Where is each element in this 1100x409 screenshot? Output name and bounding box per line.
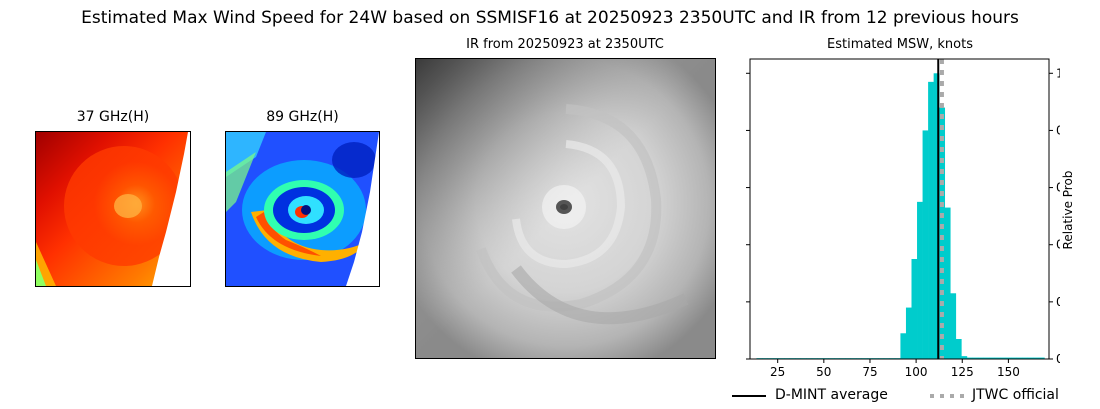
- ir-title: IR from 20250923 at 2350UTC: [466, 37, 664, 52]
- ghz37-title: 37 GHz(H): [76, 109, 150, 125]
- histogram-bar: [905, 307, 912, 359]
- histogram-bar: [972, 357, 979, 359]
- ghz89-image: [225, 131, 380, 287]
- histogram-bar: [1016, 357, 1023, 359]
- msw-histogram: 25 50 75 100 125 150 0.0 0.2 0.4 0.6 0.8 1.0: [746, 58, 1060, 379]
- x-tick-label: 100: [905, 365, 928, 379]
- histogram-bar: [950, 293, 957, 359]
- histogram-bar: [928, 81, 934, 359]
- ir-image: [415, 58, 716, 359]
- histogram-bar: [1000, 357, 1006, 359]
- y-tick-label: 0.4: [1056, 238, 1060, 252]
- legend-jtwc-swatch: [930, 394, 964, 398]
- histogram-bar: [939, 107, 946, 359]
- histogram-bar: [933, 73, 940, 360]
- y-tick-label: 0.0: [1056, 352, 1060, 366]
- histogram-bar: [1022, 357, 1029, 359]
- legend-jtwc-label: JTWC official: [972, 387, 1059, 403]
- histogram-bar: [955, 339, 962, 359]
- y-tick-label: 1.0: [1056, 66, 1060, 80]
- ghz37-image: [35, 131, 191, 287]
- main-title: Estimated Max Wind Speed for 24W based o…: [81, 8, 1019, 28]
- histogram-bar: [911, 259, 918, 359]
- reference-lines: [937, 59, 944, 359]
- histogram-bar: [983, 357, 990, 359]
- chart-title: Estimated MSW, knots: [827, 37, 973, 52]
- legend-dmint-label: D-MINT average: [775, 387, 888, 403]
- histogram-bar: [1011, 357, 1018, 359]
- histogram-bar: [922, 130, 929, 359]
- y-tick-label: 0.6: [1056, 181, 1060, 195]
- ghz89-title: 89 GHz(H): [266, 109, 339, 125]
- x-tick-label: 150: [997, 365, 1020, 379]
- x-tick-label: 25: [770, 365, 785, 379]
- y-axis: 0.0 0.2 0.4 0.6 0.8 1.0: [746, 66, 1060, 366]
- histogram-bar: [994, 357, 1001, 359]
- histogram-bar: [1005, 357, 1012, 359]
- plot-frame: [749, 58, 1050, 360]
- histogram-bar: [917, 201, 923, 359]
- histogram-bar: [977, 357, 984, 359]
- y-tick-label: 0.2: [1056, 295, 1060, 309]
- histogram-bar: [1038, 357, 1045, 359]
- chart-legend: D-MINT average JTWC official: [730, 386, 1090, 406]
- x-tick-label: 75: [862, 365, 877, 379]
- x-tick-label: 50: [816, 365, 831, 379]
- y-tick-label: 0.8: [1056, 123, 1060, 137]
- histogram-bar: [961, 356, 968, 359]
- histogram-bars: [756, 73, 1045, 360]
- histogram-bar: [989, 357, 995, 359]
- histogram-bar: [900, 333, 907, 359]
- histogram-bar: [1033, 357, 1040, 359]
- y-axis-label: Relative Prob: [1061, 170, 1075, 250]
- legend-dmint-swatch: [732, 395, 766, 397]
- x-axis: 25 50 75 100 125 150: [770, 359, 1020, 379]
- histogram-bar: [1027, 357, 1034, 359]
- histogram-bar: [944, 207, 951, 359]
- x-tick-label: 125: [951, 365, 974, 379]
- histogram-bar: [966, 357, 973, 359]
